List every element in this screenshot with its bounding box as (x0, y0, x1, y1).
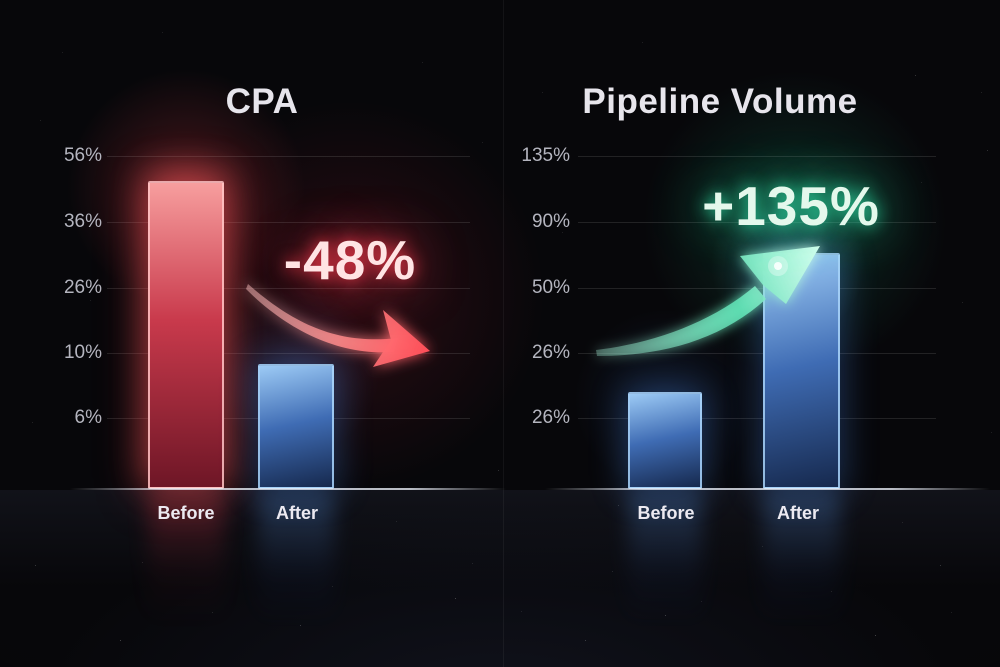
baseline (545, 488, 990, 490)
y-tick-label: 50% (531, 277, 570, 298)
y-tick-label: 135% (521, 145, 570, 166)
annotation-cpa-change: -48% (283, 229, 417, 291)
y-tick-label: 26% (531, 342, 570, 363)
chart-title-cpa: CPA (225, 82, 299, 121)
bar-cpa-after (258, 364, 334, 489)
star-speckles (0, 0, 1, 1)
decline-arrow-icon (246, 284, 430, 367)
category-label-after: After (776, 503, 819, 523)
chart-title-pipeline: Pipeline Volume (582, 82, 858, 121)
gridline (578, 156, 936, 157)
gridline (578, 288, 936, 289)
bar-pipeline-before (628, 392, 702, 489)
y-tick-label: 6% (74, 407, 102, 428)
y-tick-label: 26% (531, 407, 570, 428)
annotation-pipeline-change: +135% (702, 175, 880, 237)
baseline (70, 488, 506, 490)
category-label-before: Before (157, 503, 215, 523)
y-tick-label: 26% (63, 277, 102, 298)
gridline (107, 156, 470, 157)
panel-divider (503, 0, 504, 667)
bar-pipeline-after (763, 253, 840, 489)
y-tick-label: 36% (63, 211, 102, 232)
y-tick-label: 10% (63, 342, 102, 363)
category-label-before: Before (637, 503, 695, 523)
y-tick-label: 90% (531, 211, 570, 232)
category-label-after: After (275, 503, 318, 523)
bar-cpa-before (148, 181, 224, 489)
y-tick-label: 56% (63, 145, 102, 166)
gridline (578, 353, 936, 354)
